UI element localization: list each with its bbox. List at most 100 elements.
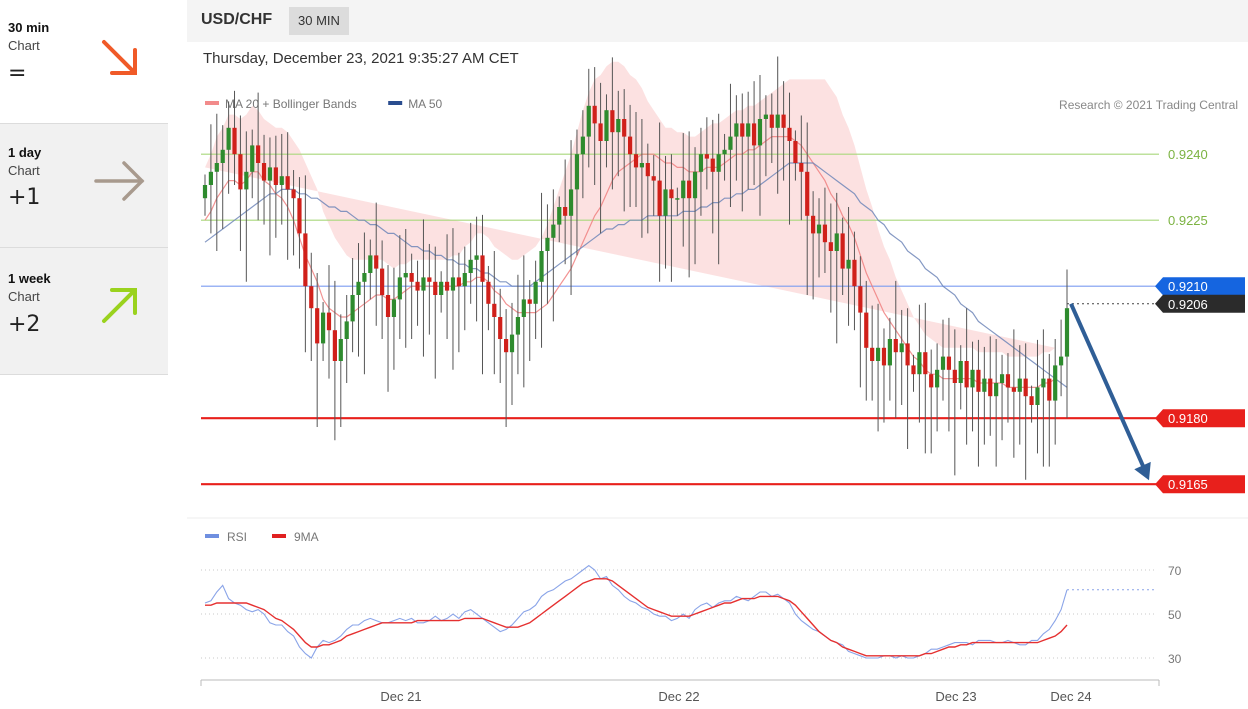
candle-body [362,273,367,282]
candle-body [1029,396,1034,405]
candle-body [675,198,680,200]
candle-body [498,317,503,339]
candle-body [492,303,497,317]
candle-body [988,378,993,397]
candle-body [722,149,727,155]
candle-body [681,180,686,199]
candle-body [692,171,698,199]
candle-body [415,281,420,291]
level-badge [1155,475,1245,494]
timeframe-1day[interactable]: 1 day Chart +1 [0,124,168,248]
candle-body [545,237,550,251]
rsi-legend: RSI 9MA [205,530,319,544]
candle-body [202,185,208,199]
candle-body [504,339,509,353]
timeframe-score: +2 [8,312,41,337]
candle-body [568,189,574,216]
candle-body [551,224,556,238]
candle-body [1041,378,1046,388]
candle-body [397,277,402,300]
price-chart[interactable]: MA 20 + Bollinger Bands MA 50 Research © 2… [187,0,1248,709]
candle-body [444,281,450,291]
legend-label: MA 20 + Bollinger Bands [225,97,357,111]
timeframe-sidebar: 30 min Chart = 1 day Chart +1 1 week Cha… [0,0,168,375]
candle-body [439,281,444,295]
candle-body [403,273,408,278]
candle-body [970,369,975,388]
candle-body [480,255,485,282]
candle-body [746,123,751,137]
timeframe-30min[interactable]: 30 min Chart = [0,0,168,124]
candle-body [604,110,609,141]
legend-label: MA 50 [408,97,442,111]
ma50-line [204,162,1068,388]
candle-body [1011,387,1016,392]
candle-body [509,334,515,353]
candle-body [456,277,461,287]
candle-body [858,286,863,313]
chart-panel: USD/CHF 30 MIN Thursday, December 23, 20… [187,0,1248,709]
candle-body [374,255,379,269]
candle-body [627,136,633,155]
candle-body [208,171,214,185]
candle-body [256,145,261,163]
candle-body [763,114,768,119]
rsi-line [204,564,1068,659]
rsi-level-label: 70 [1168,564,1182,578]
candle-body [828,242,833,251]
candle-body [385,295,391,317]
candle-body [267,167,273,181]
level-label: 0.9240 [1168,147,1208,162]
candle-body [917,352,922,375]
candle-body [1005,374,1011,388]
candle-body [982,378,987,392]
chart-header: USD/CHF 30 MIN [187,0,1248,42]
legend-swatch [272,534,286,538]
candle-body [1058,356,1064,366]
x-tick-label: Dec 23 [935,689,976,704]
candle-body [1047,378,1052,401]
candle-body [976,369,981,392]
candle-body [320,312,326,344]
candle-body [834,233,839,251]
candle-body [781,114,786,128]
symbol-label: USD/CHF [201,11,273,28]
copyright-label: Research © 2021 Trading Central [1059,98,1238,112]
candle-body [598,123,603,141]
candle-body [285,176,290,190]
candle-body [214,163,219,172]
candle-body [710,158,715,172]
candle-body [799,163,804,172]
forecast-arrow-shaft [1069,302,1146,470]
candle-body [486,281,491,304]
candle-body [893,339,898,353]
timeframe-badge[interactable]: 30 MIN [289,7,349,35]
forecast-arrow-head [1134,461,1151,481]
candle-body [291,189,296,199]
candle-body [232,127,237,155]
candle-body [687,180,692,199]
candle-body [586,105,591,137]
candle-body [356,281,361,295]
candle-body [704,154,709,159]
candle-body [279,176,284,185]
arrow-up-right-icon [102,288,137,323]
candle-body [881,347,887,366]
candle-body [533,281,538,304]
candle-body [303,233,308,287]
candle-body [563,207,568,216]
timeframe-1week[interactable]: 1 week Chart +2 [0,248,168,375]
candle-body [474,255,479,260]
candle-body [911,365,916,375]
level-label: 0.9225 [1168,213,1208,228]
candle-body [1023,378,1028,397]
candle-body [616,119,621,133]
candle-body [822,224,828,243]
candle-body [1017,378,1022,392]
candle-body [261,163,267,181]
candle-body [899,343,904,353]
candle-body [952,369,957,383]
candle-body [905,343,910,366]
legend-swatch [205,534,219,538]
candle-body [669,189,674,199]
